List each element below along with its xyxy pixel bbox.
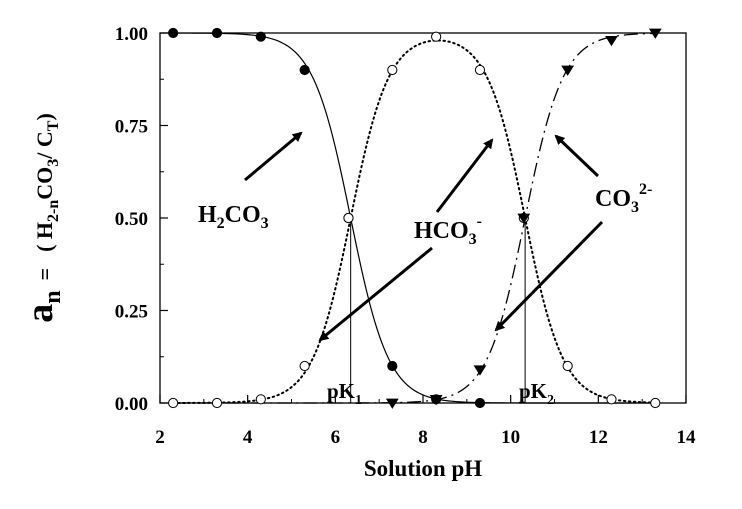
arrow-hco3-right <box>435 138 494 213</box>
y-tick-label: 0.75 <box>115 117 148 138</box>
marker-point <box>562 360 573 372</box>
y-tick-label: 1.00 <box>115 24 148 45</box>
y-tick-label: 0.25 <box>115 302 148 323</box>
marker-point <box>474 397 486 409</box>
marker-point <box>168 397 179 409</box>
marker-point <box>650 397 661 409</box>
marker-point <box>343 212 354 224</box>
annotation-arrows <box>244 131 604 342</box>
x-tick-label: 2 <box>155 427 165 448</box>
arrow-hco3-left <box>318 246 433 342</box>
x-tick-label: 12 <box>589 427 608 448</box>
y-tick-label: 0.50 <box>115 209 148 230</box>
label-h2co3: H2CO3 <box>198 202 269 232</box>
axis-ticks: 2 4 6 8 10 12 14 0.00 0.25 0.50 0.75 1.00 <box>115 24 696 448</box>
label-hco3: HCO3- <box>414 213 482 248</box>
label-pk1: pK1 <box>327 379 362 408</box>
marker-point <box>606 394 617 405</box>
data-markers <box>168 27 662 409</box>
arrow-h2co3 <box>244 131 303 182</box>
marker-point <box>387 360 398 372</box>
arrow-co3-up <box>554 134 600 178</box>
marker-point <box>561 65 575 76</box>
curve-series-2 <box>173 32 656 404</box>
arrow-co3-down <box>494 220 604 332</box>
x-tick-label: 4 <box>243 427 253 448</box>
marker-point <box>255 31 266 42</box>
marker-point <box>385 398 399 409</box>
marker-point <box>605 36 618 47</box>
species-curves <box>172 32 657 404</box>
marker-point <box>648 28 662 39</box>
x-tick-label: 10 <box>501 427 520 448</box>
curve-series-0 <box>173 32 656 404</box>
pk-lines <box>350 218 526 403</box>
marker-point <box>255 394 266 405</box>
marker-point <box>473 365 487 376</box>
label-pk2: pK2 <box>519 379 554 408</box>
marker-point <box>517 213 531 224</box>
y-axis-title: an=( H2-nCO3/ CT) <box>19 113 66 323</box>
marker-point <box>474 64 486 76</box>
x-axis-title: Solution pH <box>364 456 482 481</box>
marker-point <box>387 64 398 76</box>
marker-point <box>211 27 223 39</box>
marker-point <box>431 31 442 42</box>
marker-point <box>429 394 443 406</box>
curve-series-1 <box>172 39 657 404</box>
label-co3: CO32- <box>595 181 652 216</box>
x-tick-label: 14 <box>677 427 697 448</box>
x-tick-label: 8 <box>418 427 428 448</box>
marker-point <box>299 64 310 76</box>
marker-point <box>168 27 179 39</box>
marker-point <box>299 360 310 372</box>
x-tick-label: 6 <box>331 427 341 448</box>
marker-point <box>211 397 223 409</box>
y-tick-label: 0.00 <box>115 394 148 415</box>
